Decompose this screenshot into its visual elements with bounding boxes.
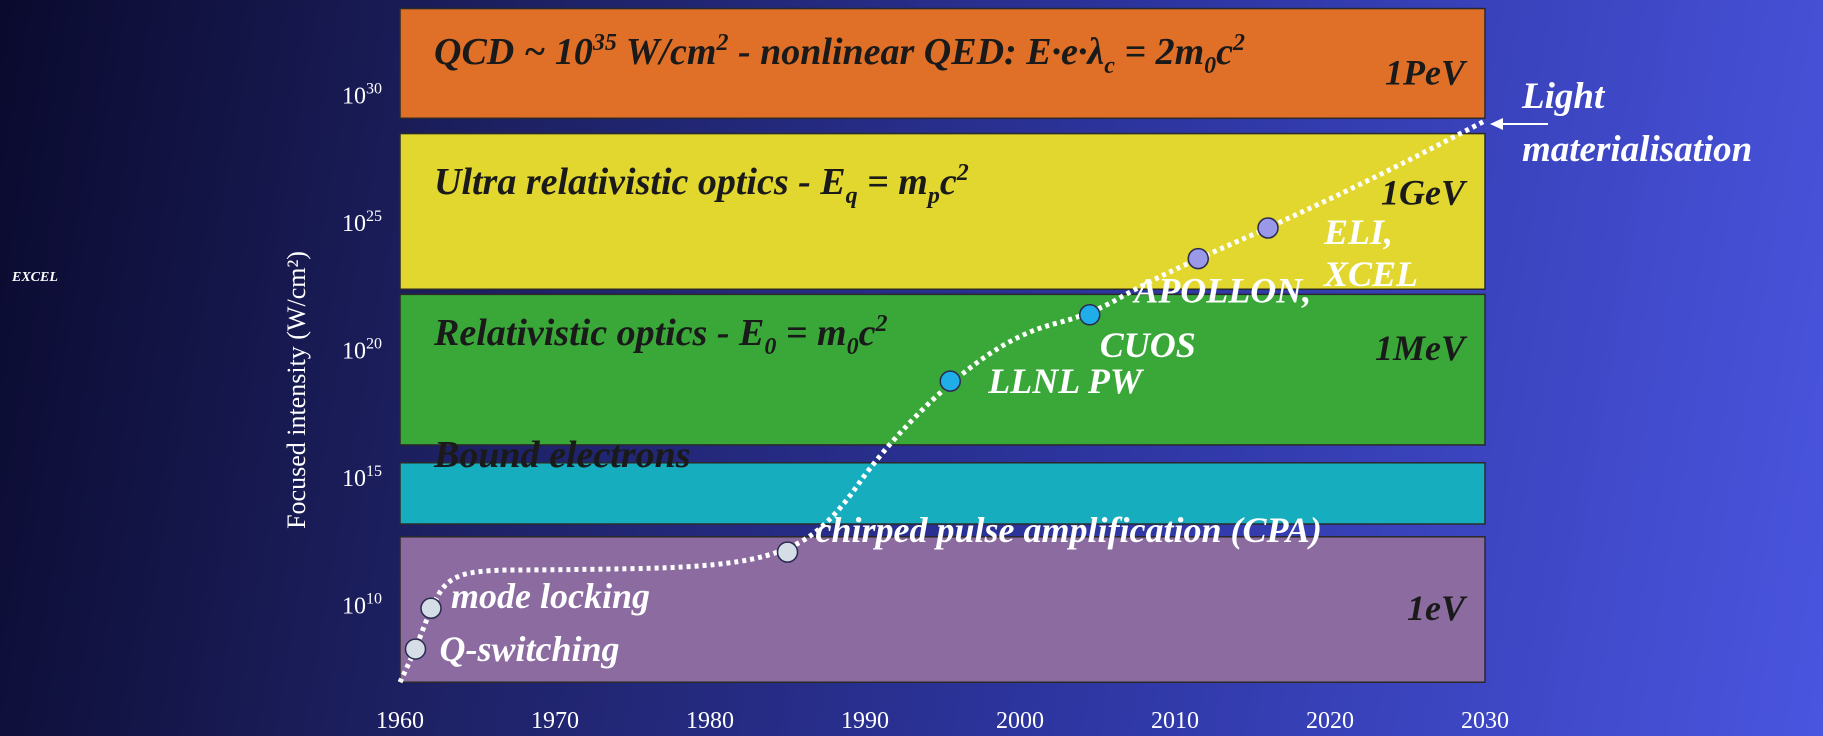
band-qcd xyxy=(399,536,1486,683)
energy-label-1: 1GeV xyxy=(1381,172,1468,212)
x-tick-0: 1960 xyxy=(376,708,424,734)
annotation-line2: materialisation xyxy=(1522,129,1752,170)
side-label: EXCEL xyxy=(11,270,58,285)
x-tick-4: 2000 xyxy=(996,708,1044,734)
annotation-arrow-head xyxy=(1490,118,1503,130)
band-bound xyxy=(399,462,1486,525)
data-point-6 xyxy=(1257,217,1279,239)
point-label-5: APOLLON, xyxy=(1132,271,1311,311)
x-tick-5: 2010 xyxy=(1151,708,1199,734)
data-point-3 xyxy=(939,370,961,392)
data-point-2 xyxy=(776,541,799,563)
light-materialisation-annotation: Light materialisation xyxy=(1490,76,1752,170)
axes-layer: 1960 1970 1980 1990 2000 2010 2020 2030 1010 1015… xyxy=(342,80,1509,734)
annotation-line1: Light xyxy=(1521,76,1606,117)
point-label-4: CUOS xyxy=(1100,325,1196,365)
y-axis-label: Focused intensity (W/cm²) xyxy=(282,251,311,529)
point-label-0: Q-switching xyxy=(440,629,620,669)
extra-label-0: XCEL xyxy=(1323,254,1418,294)
x-tick-7: 2030 xyxy=(1461,708,1509,734)
y-tick-2: 1020 xyxy=(342,336,382,365)
y-tick-1: 1015 xyxy=(342,463,382,492)
band-label-ultra: Ultra relativistic optics - Eq = mpc2 xyxy=(434,160,969,209)
data-point-4 xyxy=(1079,304,1101,326)
band-label-bound: Bound electrons xyxy=(433,434,691,476)
x-tick-6: 2020 xyxy=(1306,708,1354,734)
band-top xyxy=(399,7,1486,120)
x-tick-2: 1980 xyxy=(686,708,734,734)
energy-label-2: 1MeV xyxy=(1375,328,1468,368)
x-tick-3: 1990 xyxy=(841,708,889,734)
point-label-3: LLNL PW xyxy=(987,361,1145,401)
band-label-relativistic: Relativistic optics - E0 = m0c2 xyxy=(433,311,887,360)
bands-layer xyxy=(399,7,1486,683)
energy-label-0: 1PeV xyxy=(1385,52,1468,92)
y-tick-4: 1030 xyxy=(342,80,382,109)
point-label-2: chirped pulse amplification (CPA) xyxy=(816,510,1322,550)
points-layer xyxy=(404,217,1279,660)
data-point-5 xyxy=(1187,247,1209,270)
labels-layer: QCD ~ 1035 W/cm2 - nonlinear QED: E·e·λc… xyxy=(433,30,1468,669)
x-tick-1: 1970 xyxy=(531,708,579,734)
band-ultra xyxy=(399,132,1486,291)
point-label-6: ELI, xyxy=(1323,212,1393,252)
data-point-1 xyxy=(420,597,442,619)
energy-label-3: 1eV xyxy=(1407,588,1468,628)
point-label-1: mode locking xyxy=(451,576,650,616)
band-relativistic xyxy=(399,293,1486,446)
y-tick-3: 1025 xyxy=(342,208,382,237)
data-point-0 xyxy=(404,638,427,660)
band-label-top: QCD ~ 1035 W/cm2 - nonlinear QED: E·e·λc… xyxy=(434,30,1245,79)
y-tick-0: 1010 xyxy=(342,591,382,620)
